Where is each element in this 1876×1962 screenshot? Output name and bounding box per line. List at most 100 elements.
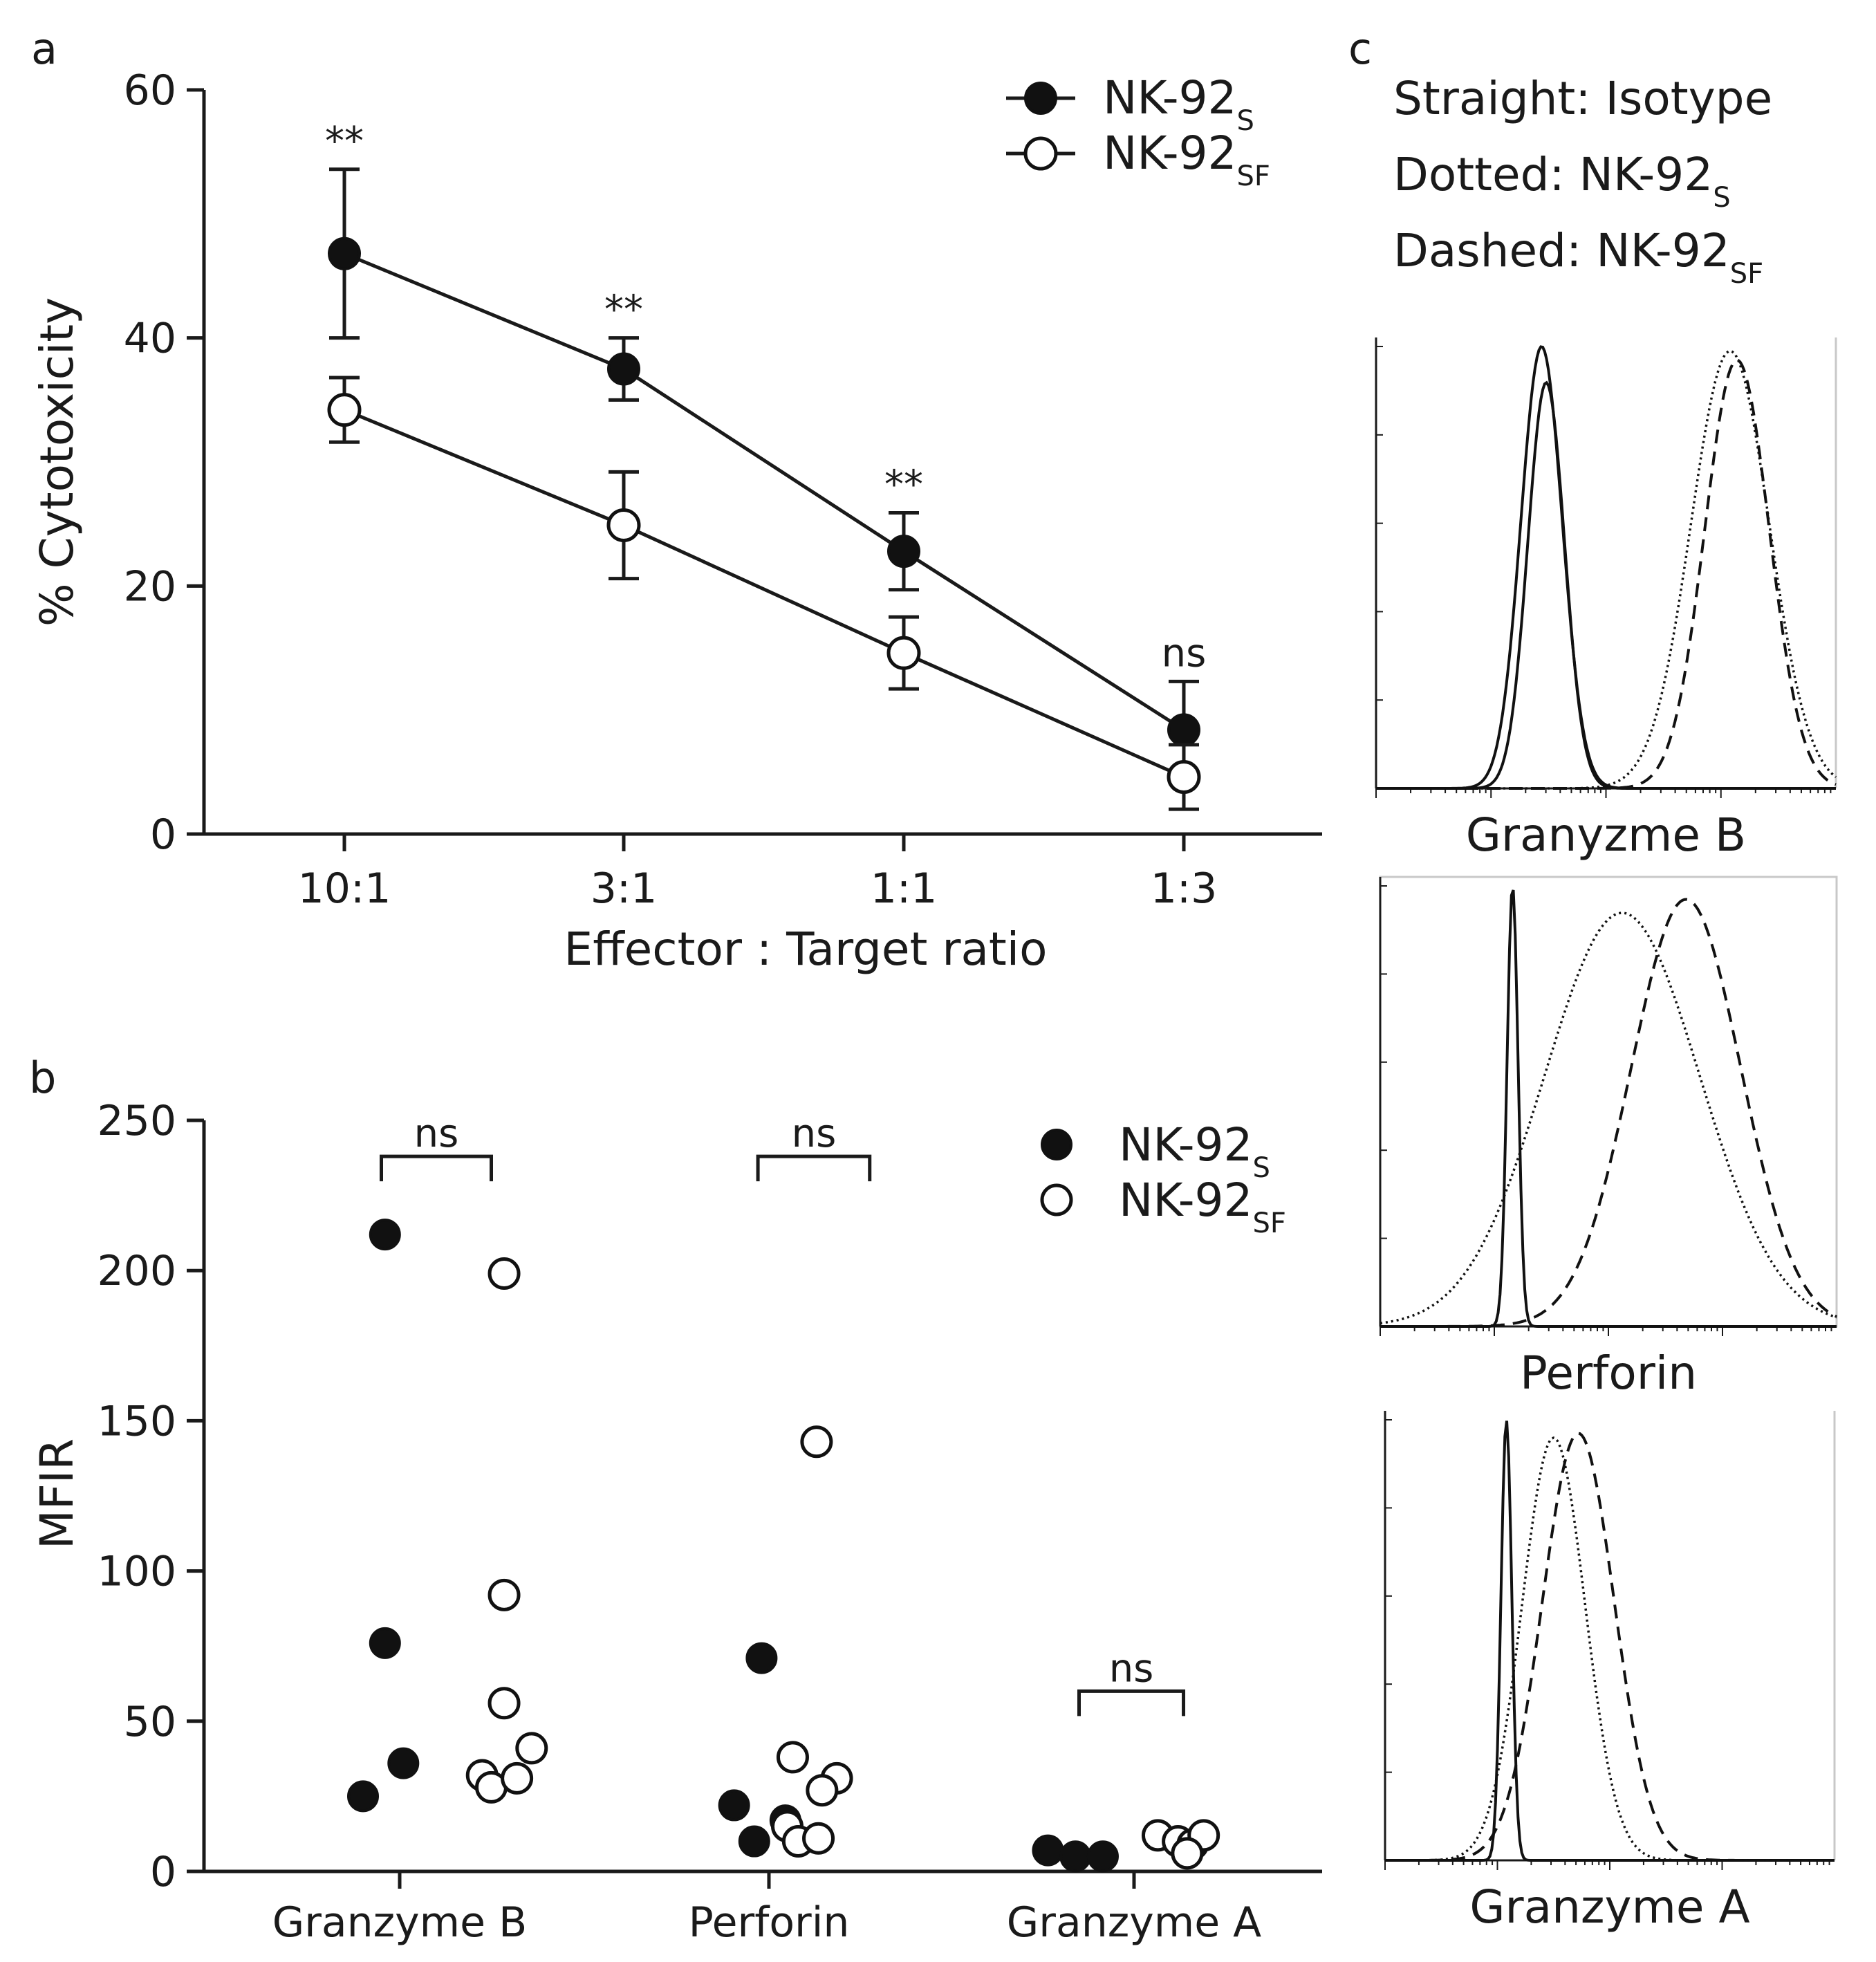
a-point-sf — [1167, 760, 1201, 795]
b-point-sf — [515, 1732, 548, 1765]
panel-label-b: b — [29, 1053, 56, 1103]
b-y-tick-label: 150 — [97, 1397, 176, 1445]
b-point-sf — [800, 1425, 833, 1459]
b-x-tick-label: Perforin — [689, 1898, 850, 1947]
b-point-s — [745, 1642, 778, 1674]
a-legend-name-s: NK-92 — [1103, 71, 1237, 124]
b-point-s — [1032, 1834, 1064, 1867]
a-significance-label: ** — [884, 463, 923, 508]
c-histogram-curve-dashed — [1376, 358, 1837, 790]
a-legend-sub-sf: SF — [1237, 160, 1270, 192]
c-legend-straight-text: Straight: Isotype — [1393, 72, 1772, 125]
a-point-sf — [886, 636, 921, 670]
panel-label-a: a — [31, 24, 57, 74]
c-histogram-panel: Granyzme B — [1375, 337, 1837, 862]
a-y-tick-label: 0 — [150, 811, 176, 859]
b-legend-marker-filled — [1041, 1129, 1072, 1160]
b-significance-bracket — [756, 1154, 872, 1182]
b-point-s — [738, 1825, 770, 1858]
b-point-s — [347, 1780, 379, 1813]
c-histogram-curve-solid — [1385, 1420, 1835, 1862]
panel-c-histograms: Straight: Isotype Dotted: NK-92S Dashed:… — [1375, 72, 1838, 1934]
c-x-axis-title: Granzyme A — [1469, 1880, 1749, 1934]
b-y-tick-label: 50 — [124, 1698, 176, 1746]
b-legend-name-sf: NK-92 — [1119, 1174, 1253, 1227]
a-significance-label: ** — [604, 288, 643, 333]
a-legend: NK-92S NK-92SF — [1006, 71, 1270, 192]
a-point-s — [887, 535, 920, 568]
c-legend-dotted-sub: S — [1713, 182, 1730, 214]
b-point-s — [369, 1219, 401, 1251]
c-histogram-curve-solid — [1380, 889, 1837, 1328]
a-y-tick-label: 20 — [124, 562, 176, 611]
c-histogram-curve-dashed — [1380, 898, 1837, 1328]
a-series-line-s — [344, 252, 1185, 732]
c-histogram-curve-dotted — [1376, 349, 1837, 790]
b-legend-label-s: NK-92S — [1119, 1118, 1270, 1184]
b-point-sf — [487, 1578, 521, 1611]
c-histogram-curve-solid — [1376, 380, 1836, 790]
a-x-tick-label: 10:1 — [298, 864, 391, 913]
c-histogram-curve-dotted — [1380, 911, 1837, 1325]
b-y-tick-label: 0 — [150, 1848, 176, 1896]
a-legend-label-sf: NK-92SF — [1103, 127, 1270, 192]
a-y-tick-label: 60 — [124, 66, 176, 115]
b-significance-bracket — [380, 1154, 493, 1182]
a-legend-marker-open — [1023, 136, 1058, 171]
a-significance-label: ns — [1162, 631, 1207, 676]
b-point-s — [387, 1747, 420, 1779]
b-legend-sub-sf: SF — [1253, 1207, 1286, 1239]
b-significance-label: ns — [414, 1111, 459, 1156]
b-legend: NK-92S NK-92SF — [1040, 1118, 1286, 1239]
c-histogram-curve-dashed — [1385, 1432, 1835, 1862]
a-point-s — [1167, 713, 1200, 747]
b-y-tick-label: 200 — [97, 1247, 176, 1295]
a-legend-label-s: NK-92S — [1103, 71, 1254, 137]
a-y-axis-title: % Cytotoxicity — [30, 297, 84, 627]
a-legend-name-sf: NK-92 — [1103, 127, 1237, 180]
b-legend-sub-s: S — [1253, 1152, 1270, 1184]
b-point-s — [1059, 1840, 1092, 1873]
c-legend-straight: Straight: Isotype — [1393, 72, 1772, 125]
a-point-sf — [606, 508, 641, 542]
panel-label-c: c — [1348, 24, 1372, 74]
b-point-sf — [806, 1774, 839, 1807]
a-x-tick-label: 1:1 — [871, 864, 938, 913]
b-x-tick-label: Granzyme A — [1007, 1898, 1261, 1947]
b-legend-label-sf: NK-92SF — [1119, 1174, 1286, 1239]
b-legend-marker-open — [1040, 1183, 1073, 1216]
c-legend-dotted: Dotted: NK-92S — [1393, 148, 1731, 214]
b-significance-label: ns — [792, 1111, 837, 1156]
b-point-sf — [501, 1761, 534, 1795]
a-x-axis-title: Effector : Target ratio — [564, 923, 1048, 976]
c-legend-dotted-text: Dotted: NK-92 — [1393, 148, 1713, 201]
b-point-s — [369, 1627, 401, 1659]
c-histogram-curve-dotted — [1385, 1436, 1835, 1862]
panel-a-line-chart: 0 20 40 60 10:1 3:1 1:1 1:3 % Cytotoxicity Eff… — [30, 66, 1322, 976]
a-x-tick-label: 1:3 — [1151, 864, 1218, 913]
c-x-axis-title: Perforin — [1520, 1346, 1697, 1400]
c-legend-dashed-sub: SF — [1730, 258, 1763, 290]
panel-b-scatter-chart: 0 50 100 150 200 250 Granzyme B Perforin Granzy… — [30, 1097, 1322, 1947]
b-significance-bracket — [1077, 1689, 1186, 1716]
c-legend-dashed-text: Dashed: NK-92 — [1393, 224, 1730, 277]
b-point-s — [1086, 1840, 1119, 1873]
c-x-axis-title: Granyzme B — [1466, 808, 1746, 862]
a-point-s — [607, 352, 640, 386]
b-significance-label: ns — [1109, 1646, 1154, 1691]
c-histogram-panel: Perforin — [1379, 876, 1838, 1400]
c-histogram-curve-solid — [1376, 345, 1836, 790]
b-point-sf — [776, 1741, 809, 1774]
b-point-sf — [802, 1822, 835, 1855]
b-point-sf — [1171, 1837, 1204, 1870]
a-x-tick-label: 3:1 — [591, 864, 658, 913]
b-point-sf — [487, 1687, 521, 1720]
a-series-line-sf — [344, 408, 1185, 779]
b-legend-name-s: NK-92 — [1119, 1118, 1253, 1172]
b-y-axis-title: MFIR — [30, 1438, 84, 1549]
b-y-tick-label: 250 — [97, 1097, 176, 1145]
a-point-sf — [327, 393, 362, 427]
a-significance-label: ** — [325, 119, 364, 164]
a-legend-marker-filled — [1024, 82, 1057, 115]
